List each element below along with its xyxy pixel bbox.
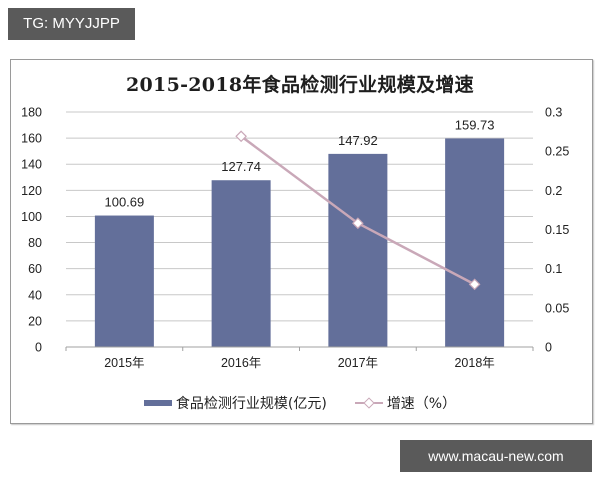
watermark-top-left: TG: MYYJJPP: [8, 8, 135, 40]
bar: [94, 215, 154, 347]
legend-label-bar: 食品检测行业规模(亿元): [175, 396, 327, 412]
y-tick-label: 160: [21, 132, 42, 146]
y-tick-label: 140: [21, 158, 42, 172]
y2-tick-label: 0.15: [545, 223, 569, 237]
chart-legend: 食品检测行业规模(亿元) 增速（%）: [0, 392, 600, 414]
diamond-marker-icon: [235, 130, 247, 143]
y2-tick-label: 0.05: [545, 301, 569, 315]
bar: [445, 138, 505, 347]
line-diamond-swatch-icon: [354, 397, 383, 409]
y-tick-label: 20: [28, 314, 42, 328]
y-tick-label: 40: [28, 288, 42, 302]
y-axis-right: 0 0.05 0.1 0.15 0.2 0.25 0.3: [545, 106, 569, 355]
y-axis-left: 0 20 40 60 80 100 120 140 160 180: [21, 106, 42, 355]
y-tick-label: 100: [21, 210, 42, 224]
diamond-marker-icon: [352, 217, 364, 230]
bar: [328, 153, 388, 347]
legend-item-line: 增速（%）: [354, 393, 457, 413]
bar: [211, 180, 271, 347]
line-series: [235, 130, 481, 291]
y-tick-label: 180: [21, 106, 42, 120]
legend-label-line: 增速（%）: [386, 396, 457, 412]
diamond-marker-icon: [468, 278, 481, 291]
y-tick-label: 80: [28, 236, 42, 250]
y2-tick-label: 0.25: [545, 145, 569, 159]
bar-series: 100.69 127.74 147.92 159.73: [94, 117, 505, 347]
bar-value-label: 159.73: [455, 117, 495, 132]
x-tick-label: 2016年: [221, 356, 261, 370]
y2-tick-label: 0.1: [545, 262, 562, 276]
y2-tick-label: 0.3: [545, 106, 562, 120]
x-axis: 2015年 2016年 2017年 2018年: [65, 346, 534, 370]
x-tick-label: 2018年: [454, 356, 494, 370]
legend-item-bar: 食品检测行业规模(亿元): [143, 393, 327, 413]
y-tick-label: 60: [28, 262, 42, 276]
y-tick-label: 0: [35, 341, 42, 355]
bar-value-label: 147.92: [338, 133, 378, 148]
watermark-bottom-right: www.macau-new.com: [400, 440, 592, 472]
y2-tick-label: 0: [545, 341, 552, 355]
chart-title: 2015-2018年食品检测行业规模及增速: [126, 74, 474, 96]
bar-value-label: 100.69: [104, 195, 144, 210]
x-tick-label: 2015年: [104, 356, 144, 370]
bar-swatch-icon: [143, 400, 172, 406]
x-tick-label: 2017年: [338, 356, 378, 370]
bar-value-label: 127.74: [221, 159, 261, 174]
y-tick-label: 120: [21, 184, 42, 198]
y2-tick-label: 0.2: [545, 184, 562, 198]
